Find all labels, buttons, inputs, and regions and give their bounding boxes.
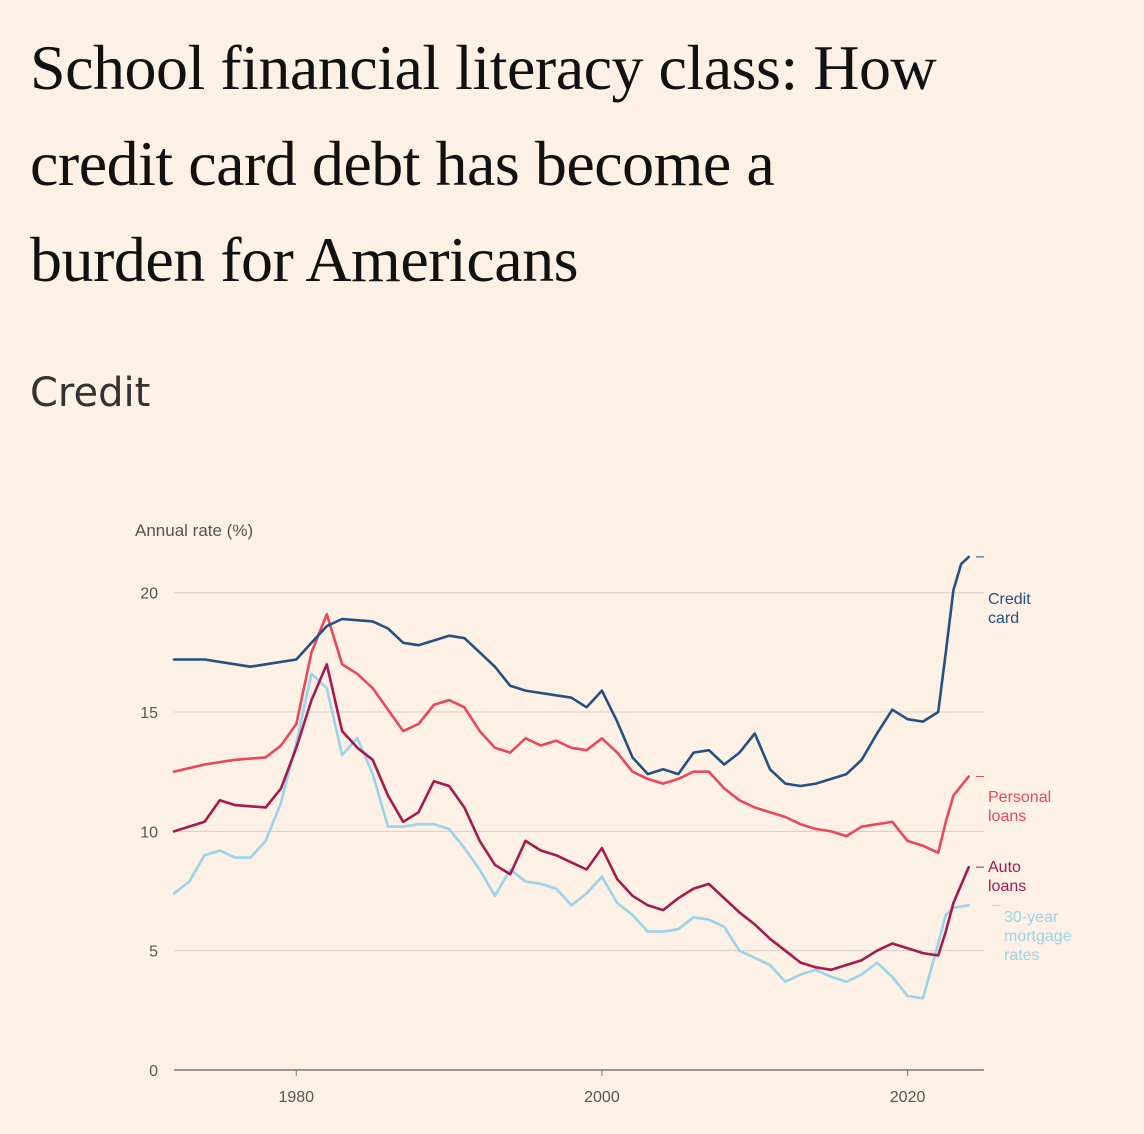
headline-line-2: credit card debt has become a [30, 128, 775, 199]
series-label: rates [1004, 947, 1040, 964]
y-tick-label: 5 [149, 944, 158, 961]
y-tick-label: 10 [140, 824, 158, 841]
series-line-30-year-mortgage-rates [172, 672, 970, 1000]
series-label: loans [988, 878, 1026, 895]
x-tick-label: 2000 [584, 1089, 620, 1106]
line-chart: Annual rate (%) 0 5 10 15 20 1980 2000 2020 Cre… [135, 521, 1072, 1106]
series-label: mortgage [1004, 928, 1072, 945]
y-tick-label: 15 [140, 705, 158, 722]
headline-line-1: School financial literacy class: How [30, 32, 937, 103]
y-tick-label: 0 [149, 1063, 158, 1080]
series-label: loans [988, 808, 1026, 825]
section-title: Credit [30, 370, 151, 416]
x-tick-label: 1980 [278, 1089, 314, 1106]
series-label: 30-year [1004, 909, 1059, 926]
series-line-personal-loans [172, 612, 970, 855]
headline-line-3: burden for Americans [30, 224, 579, 295]
series-label: card [988, 610, 1019, 627]
y-tick-label: 20 [140, 586, 158, 603]
series-line-auto-loans [172, 663, 970, 972]
series-label: Credit [988, 591, 1031, 608]
series-label: Auto [988, 859, 1021, 876]
y-axis-title: Annual rate (%) [135, 521, 253, 540]
x-tick-label: 2020 [890, 1089, 926, 1106]
headline: School financial literacy class: How cre… [30, 20, 1130, 308]
series-line-credit-card [172, 555, 970, 788]
series-label: Personal [988, 789, 1051, 806]
